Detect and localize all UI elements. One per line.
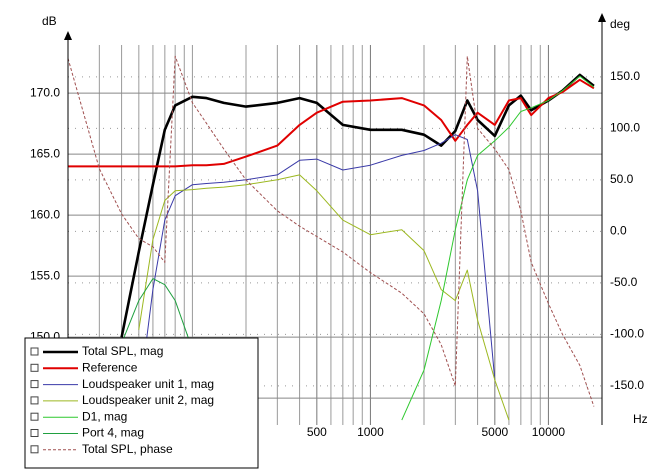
legend-checkbox	[30, 363, 39, 372]
legend-checkbox	[30, 347, 39, 356]
series-line	[138, 134, 496, 401]
legend-checkbox	[30, 380, 39, 389]
y2-tick-label: -100.0	[610, 327, 644, 341]
grid	[67, 45, 603, 425]
legend-checkbox	[30, 429, 39, 437]
legend-checkbox	[30, 396, 39, 405]
series-layer	[68, 55, 595, 421]
x-axis-label: Hz	[633, 412, 648, 426]
y2-tick-label: -150.0	[610, 378, 644, 392]
legend: Total SPL, mag Reference Loudspeaker unit …	[24, 337, 259, 469]
legend-label: D1, mag	[82, 409, 127, 423]
series-line	[401, 75, 595, 421]
legend-label: Total SPL, mag	[82, 344, 163, 358]
y-tick-label: 155.0	[30, 268, 60, 282]
legend-label: Total SPL, phase	[82, 442, 173, 456]
x-tick-label: 1000	[357, 425, 384, 439]
legend-checkbox	[30, 445, 39, 454]
y2-axis-arrow	[598, 13, 606, 22]
series-line	[138, 174, 510, 421]
series-line	[68, 78, 595, 168]
legend-label: Loudspeaker unit 2, mag	[82, 393, 214, 407]
series-line	[120, 73, 595, 338]
y2-tick-label: 50.0	[610, 172, 634, 186]
x-tick-label: 5000	[481, 425, 508, 439]
y-tick-label: 170.0	[30, 85, 60, 99]
legend-label: Port 4, mag	[82, 426, 144, 440]
y-axis-arrow	[64, 31, 72, 40]
x-tick-label: 10000	[532, 425, 566, 439]
y-tick-label: 165.0	[30, 146, 60, 160]
y-tick-label: 160.0	[30, 207, 60, 221]
y2-axis-label: deg	[610, 17, 630, 31]
y2-tick-label: 100.0	[610, 121, 640, 135]
x-tick-label: 500	[307, 425, 327, 439]
legend-label: Reference	[82, 360, 138, 374]
y2-tick-label: 150.0	[610, 69, 640, 83]
legend-label: Loudspeaker unit 1, mag	[82, 377, 214, 391]
series-line	[68, 55, 595, 407]
legend-checkbox	[30, 412, 39, 421]
y-axis-label: dB	[42, 14, 57, 28]
labels: 5001000500010000145.0150.0155.0160.0165.…	[30, 69, 644, 439]
legend-box	[24, 337, 259, 469]
y2-tick-label: 0.0	[610, 224, 627, 238]
y2-tick-label: -50.0	[610, 275, 638, 289]
